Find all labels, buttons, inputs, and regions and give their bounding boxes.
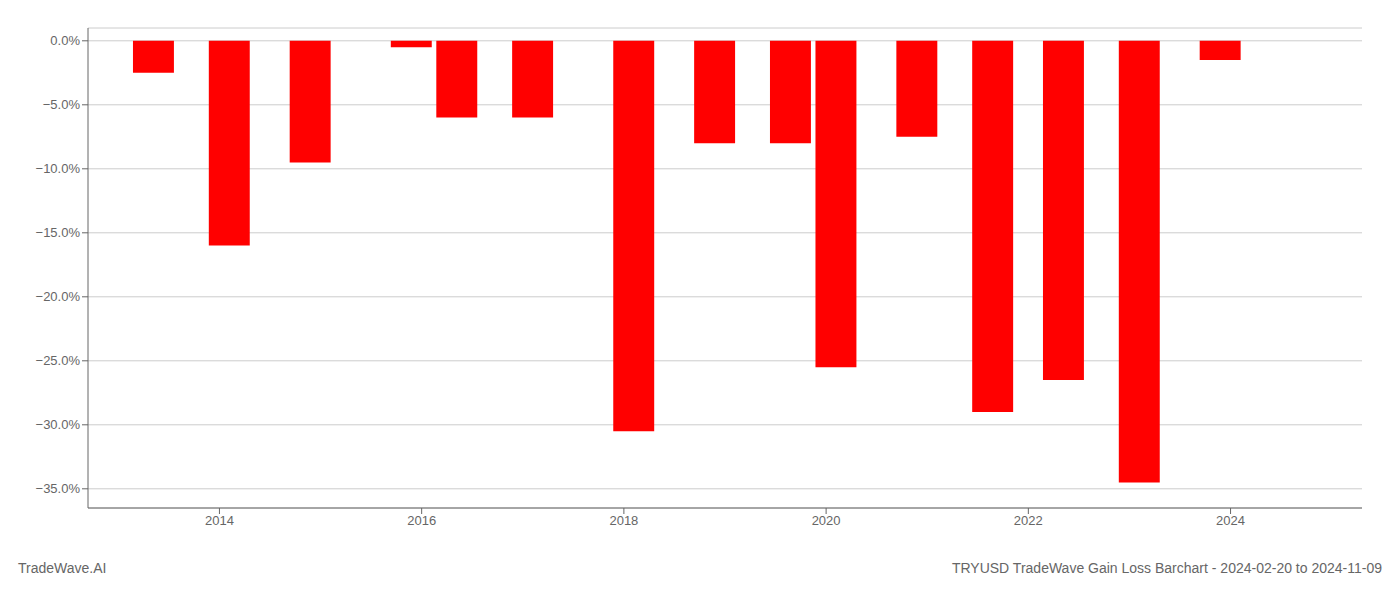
svg-text:2018: 2018 (609, 513, 638, 528)
svg-text:2014: 2014 (205, 513, 234, 528)
svg-text:2016: 2016 (407, 513, 436, 528)
svg-text:0.0%: 0.0% (50, 33, 80, 48)
html-text:TradeWave.AI: TradeWave.AI (18, 560, 107, 576)
svg-text:−5.0%: −5.0% (43, 97, 81, 112)
html-text:TRYUSD TradeWave Gain Loss Bar: TRYUSD TradeWave Gain Loss Barchart - 20… (951, 560, 1382, 576)
svg-text:−15.0%: −15.0% (36, 225, 81, 240)
svg-text:2020: 2020 (812, 513, 841, 528)
svg-text:2022: 2022 (1014, 513, 1043, 528)
svg-text:−25.0%: −25.0% (36, 353, 81, 368)
svg-text:2024: 2024 (1216, 513, 1245, 528)
svg-text:−20.0%: −20.0% (36, 289, 81, 304)
svg-text:−30.0%: −30.0% (36, 417, 81, 432)
svg-text:−10.0%: −10.0% (36, 161, 81, 176)
svg-text:−35.0%: −35.0% (36, 481, 81, 496)
